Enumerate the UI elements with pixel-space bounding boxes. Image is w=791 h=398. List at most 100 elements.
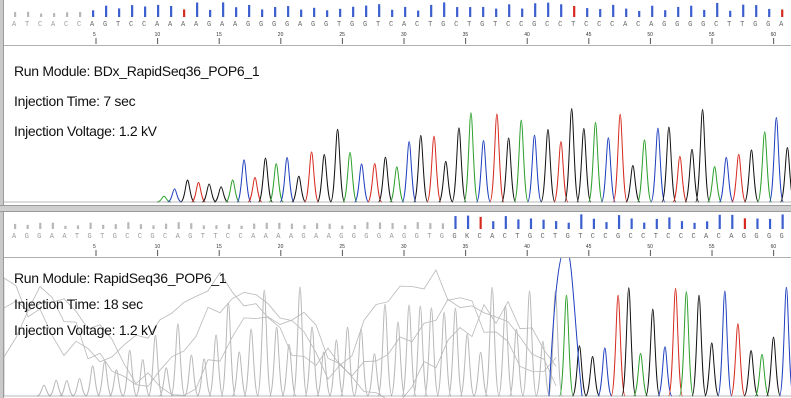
base-call-letter: G [207, 21, 211, 28]
trace-peak [522, 290, 538, 397]
ruler-label: 45 [586, 32, 592, 38]
trace-peak [390, 321, 406, 397]
base-call-letter: C [77, 21, 81, 28]
quality-bar [655, 218, 658, 229]
trace-peak [191, 181, 206, 203]
quality-bar [66, 12, 69, 17]
base-call-letter: T [116, 21, 120, 28]
trace-peak [180, 179, 195, 203]
ruler-label: 60 [771, 244, 777, 250]
base-call-letter: T [578, 233, 582, 240]
trace-peak [489, 113, 505, 203]
trace-peak [354, 163, 370, 203]
trace-peak [328, 339, 344, 397]
base-call-letter: C [691, 233, 695, 240]
base-call-letter: C [389, 21, 393, 28]
base-call-letter: G [415, 233, 419, 240]
quality-bar [521, 8, 524, 17]
trace-peak [291, 175, 307, 203]
trace-peak [147, 334, 163, 397]
panel-divider[interactable] [0, 205, 791, 212]
quality-bar [592, 218, 595, 229]
base-call-letter: G [754, 233, 758, 240]
base-call-letter: A [327, 233, 332, 240]
trace-peak [316, 351, 332, 397]
base-call-letter: A [490, 233, 495, 240]
base-call-letter: A [12, 21, 17, 28]
quality-bar [190, 223, 193, 229]
trace-peak [268, 163, 284, 203]
trace-peak [731, 153, 747, 203]
base-call-letter: G [188, 233, 192, 240]
quality-bar [731, 214, 734, 229]
trace-peak [243, 328, 259, 397]
quality-bar [341, 225, 344, 229]
trace-peak [108, 369, 124, 397]
quality-bar [79, 11, 82, 17]
base-call-letter: C [238, 233, 242, 240]
base-call-letter: G [272, 21, 276, 28]
trace-peak [513, 119, 529, 203]
trace-peak [330, 128, 346, 203]
base-call-letter: A [389, 233, 394, 240]
faded-trace-line [4, 285, 557, 387]
quality-bar [261, 9, 264, 17]
trace-peak [610, 294, 626, 397]
trace-peak [548, 258, 583, 397]
base-call-letter: C [558, 21, 562, 28]
trace-peak [97, 360, 113, 397]
base-call-letter: A [51, 21, 56, 28]
base-call-letter: G [363, 21, 367, 28]
trace-peak [451, 127, 467, 203]
trace-peak [645, 308, 661, 397]
ruler-label: 60 [771, 32, 777, 38]
quality-bar [504, 216, 507, 229]
quality-bar [248, 4, 251, 18]
base-call-letter: C [503, 233, 507, 240]
quality-bar [742, 4, 745, 17]
base-call-letter: A [181, 21, 186, 28]
base-call-letter: T [493, 21, 497, 28]
base-call-letter: A [168, 21, 173, 28]
trace-peak [279, 156, 295, 203]
faded-trace-line [4, 269, 557, 376]
base-call-letter: G [87, 233, 91, 240]
trace-peak [597, 347, 613, 397]
quality-bar [612, 4, 615, 17]
trace-peak [743, 350, 759, 397]
base-call-letter: T [428, 21, 432, 28]
trace-peak [436, 311, 452, 397]
base-call-letter: A [729, 233, 734, 240]
injection-voltage-label: Injection Voltage: 1.2 kV [14, 123, 157, 139]
quality-bar [352, 6, 355, 17]
trace-peak [717, 290, 733, 397]
quality-bar [131, 5, 134, 17]
trace-peak [135, 359, 151, 397]
ruler-label: 55 [709, 32, 715, 38]
base-call-letter: C [142, 21, 146, 28]
quality-bar [391, 223, 394, 229]
quality-bar [157, 4, 160, 18]
quality-bar [599, 9, 602, 17]
base-call-letter: T [740, 21, 744, 28]
trace-peak [304, 151, 320, 203]
base-call-letter: G [662, 21, 666, 28]
base-call-letter: G [402, 233, 406, 240]
trace-peak [730, 323, 746, 397]
base-call-letter: A [623, 21, 628, 28]
base-call-letter: G [339, 233, 343, 240]
trace-peak [526, 134, 542, 203]
trace-peak [779, 146, 791, 203]
base-call-letter: G [285, 21, 289, 28]
quality-bar [202, 225, 205, 229]
trace-peak [600, 137, 616, 203]
base-call-letter: C [519, 21, 523, 28]
trace-peak [650, 127, 666, 203]
base-call-letter: G [780, 233, 784, 240]
base-call-letter: G [150, 233, 154, 240]
base-call-letter: G [25, 233, 29, 240]
base-call-letter: A [298, 21, 303, 28]
trace-peak [657, 346, 673, 397]
trace-peak [342, 151, 358, 203]
trace-peak [208, 334, 224, 397]
